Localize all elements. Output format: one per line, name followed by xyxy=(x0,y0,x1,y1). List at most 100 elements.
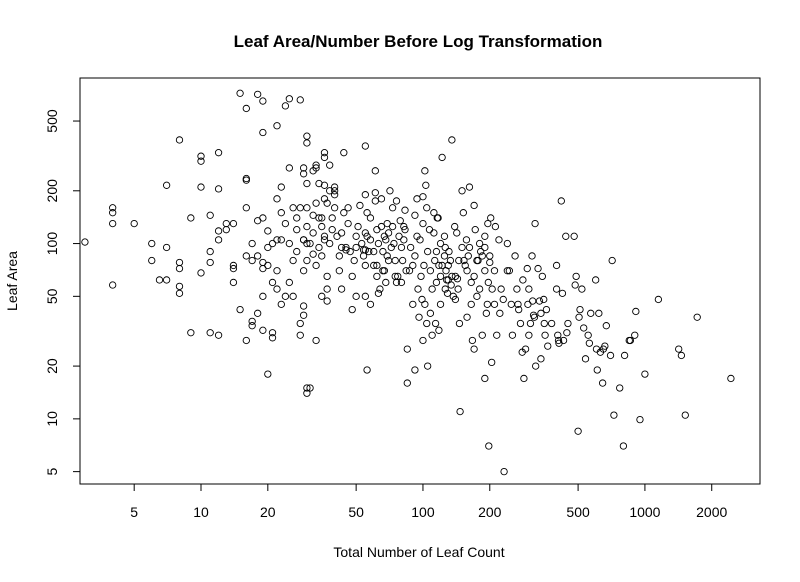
data-point xyxy=(474,256,482,265)
data-point xyxy=(554,331,562,339)
data-point xyxy=(312,261,320,270)
plot-frame xyxy=(79,77,761,485)
data-point xyxy=(254,90,262,98)
data-point xyxy=(470,272,478,281)
data-point xyxy=(303,256,311,265)
data-point xyxy=(436,300,445,308)
data-point xyxy=(264,261,272,270)
data-point xyxy=(400,222,408,231)
data-point xyxy=(488,285,496,293)
data-point xyxy=(448,136,456,144)
data-point xyxy=(371,189,379,197)
data-point xyxy=(490,300,499,308)
data-point xyxy=(337,285,346,293)
data-point xyxy=(636,415,644,424)
data-point xyxy=(371,167,379,175)
data-point xyxy=(552,285,561,293)
data-point xyxy=(337,243,346,252)
data-point xyxy=(403,345,411,353)
data-point xyxy=(521,345,530,353)
data-point xyxy=(309,229,317,237)
data-point xyxy=(432,278,441,287)
data-point xyxy=(197,152,205,160)
data-point xyxy=(419,219,427,228)
data-point xyxy=(424,362,432,370)
data-point xyxy=(162,243,171,252)
data-point xyxy=(344,219,352,228)
data-point xyxy=(175,289,184,297)
data-point xyxy=(578,285,586,293)
data-point xyxy=(416,236,424,244)
data-point xyxy=(598,379,607,387)
data-point xyxy=(446,256,455,265)
data-point xyxy=(248,256,256,265)
data-point xyxy=(197,183,205,191)
y-tick-label: 50 xyxy=(44,288,60,304)
data-point xyxy=(520,374,528,383)
data-point xyxy=(620,351,629,360)
data-point xyxy=(350,256,358,265)
data-point xyxy=(415,313,423,321)
data-point xyxy=(507,300,515,308)
data-point xyxy=(455,256,463,265)
data-point xyxy=(632,307,640,316)
data-point xyxy=(595,309,603,317)
data-point xyxy=(109,281,117,289)
data-point xyxy=(346,247,354,256)
data-point xyxy=(303,132,311,140)
data-point xyxy=(544,342,552,350)
data-point xyxy=(328,226,336,234)
data-point xyxy=(481,243,489,252)
data-point xyxy=(254,309,262,317)
data-point xyxy=(434,214,442,222)
data-point xyxy=(379,267,387,275)
y-tick-label: 5 xyxy=(44,468,60,476)
data-point xyxy=(206,247,214,256)
data-point xyxy=(296,331,304,339)
data-point xyxy=(727,374,735,383)
data-point xyxy=(273,122,281,130)
data-point xyxy=(197,157,205,165)
data-point xyxy=(382,236,390,244)
data-point xyxy=(323,199,331,207)
data-point xyxy=(459,209,467,217)
y-axis-label: Leaf Area xyxy=(4,251,20,311)
data-point xyxy=(354,222,362,231)
data-point xyxy=(425,226,434,234)
data-point xyxy=(296,204,304,212)
data-point xyxy=(486,258,494,267)
data-point xyxy=(423,204,431,212)
data-point xyxy=(491,222,500,231)
y-tick-label: 20 xyxy=(44,358,60,374)
data-point xyxy=(422,181,430,189)
data-point xyxy=(81,238,89,246)
data-point xyxy=(455,319,464,328)
y-tick-label: 200 xyxy=(44,179,60,203)
data-point xyxy=(361,292,369,300)
data-point xyxy=(333,232,341,240)
data-point xyxy=(358,239,366,248)
data-point xyxy=(285,239,293,248)
data-point xyxy=(373,272,381,281)
data-point xyxy=(299,302,308,310)
data-point xyxy=(531,219,539,228)
data-point xyxy=(406,243,415,252)
data-point xyxy=(370,261,378,270)
data-point xyxy=(318,292,326,300)
data-point xyxy=(337,229,346,237)
data-point xyxy=(559,336,568,345)
data-point xyxy=(268,239,277,248)
data-point xyxy=(426,309,435,317)
data-point xyxy=(534,264,542,273)
data-point xyxy=(444,261,452,270)
data-point xyxy=(162,276,171,284)
data-point xyxy=(601,342,609,350)
data-point xyxy=(470,201,478,210)
data-point xyxy=(515,305,523,314)
data-point xyxy=(675,345,683,353)
data-point xyxy=(330,187,339,195)
data-point xyxy=(451,295,460,304)
data-point xyxy=(467,278,475,287)
data-point xyxy=(430,229,438,237)
data-point xyxy=(505,267,513,275)
